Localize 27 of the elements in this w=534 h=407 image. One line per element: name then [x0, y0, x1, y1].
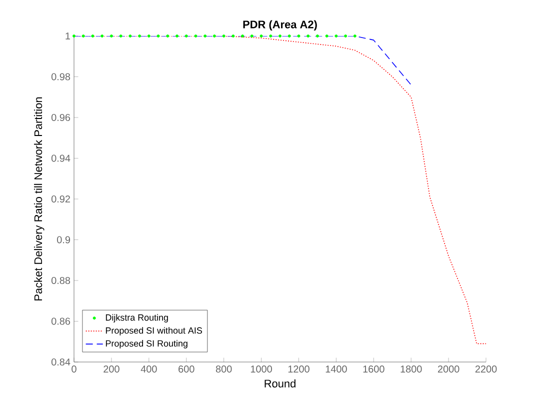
y-tick-label: 0.98	[51, 73, 70, 80]
x-tick-label: 2200	[475, 366, 497, 373]
x-tick-label: 600	[178, 366, 194, 373]
legend-label: Dijkstra Routing	[106, 314, 168, 322]
x-tick-label: 1200	[288, 366, 310, 373]
y-tick-label: 0.92	[51, 195, 70, 203]
legend-label: Proposed SI Routing	[106, 340, 188, 348]
y-tick-label: 0.94	[51, 154, 70, 162]
x-tick-label: 0	[72, 366, 76, 373]
y-tick-label: 0.88	[51, 276, 70, 284]
x-tick-label: 400	[140, 366, 157, 373]
x-tick-label: 1800	[400, 366, 422, 373]
y-tick-label: 0.84	[51, 358, 70, 366]
x-tick-label: 800	[216, 366, 232, 373]
legend-label: Proposed SI without AIS	[106, 327, 202, 336]
x-axis-title: Round	[264, 379, 296, 388]
y-tick-label: 0.9	[57, 236, 70, 244]
x-tick-label: 1000	[250, 366, 272, 373]
x-tick-label: 1600	[363, 366, 384, 373]
y-axis-title: Packet Delivery Ratio till Network Partition	[34, 97, 44, 300]
y-tick-label: 0.86	[51, 318, 70, 325]
y-tick-label: 0.96	[51, 114, 70, 122]
y-tick-label: 1	[66, 32, 70, 40]
x-tick-label: 1400	[326, 366, 347, 373]
chart-title: PDR (Area A2)	[243, 20, 317, 30]
x-tick-label: 2000	[438, 366, 460, 373]
x-tick-label: 200	[104, 366, 120, 373]
